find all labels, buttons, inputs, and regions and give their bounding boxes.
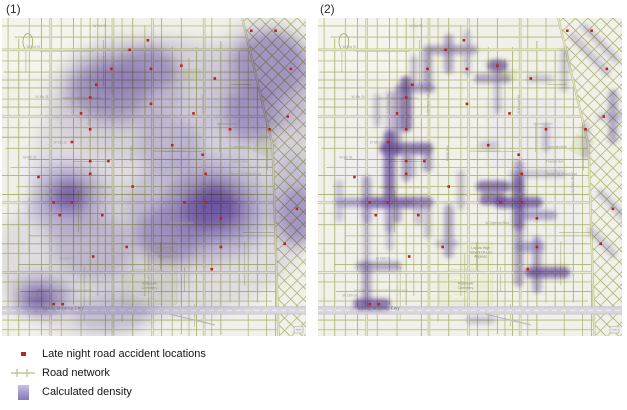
map-text-labels: W 3rd St W 2nd St W 4th St W 6th St W 8th St… bbox=[339, 24, 577, 311]
watermark-logo bbox=[609, 326, 620, 334]
legend-item-density: Calculated density bbox=[8, 383, 132, 401]
svg-text:Leeward Ave: Leeward Ave bbox=[232, 145, 252, 149]
svg-text:Leeward Ave: Leeward Ave bbox=[548, 145, 568, 149]
svg-text:S Hoover St: S Hoover St bbox=[201, 95, 205, 113]
svg-text:Menlo Ave: Menlo Ave bbox=[446, 145, 450, 161]
svg-text:James M Wood Blvd: James M Wood Blvd bbox=[546, 172, 577, 176]
svg-text:W 3rd St: W 3rd St bbox=[93, 24, 106, 28]
svg-text:W 4th St: W 4th St bbox=[35, 95, 48, 99]
svg-text:S Vermont Ave: S Vermont Ave bbox=[110, 94, 114, 116]
svg-text:W 6th St: W 6th St bbox=[370, 140, 383, 144]
svg-text:S Catalina St: S Catalina St bbox=[70, 94, 74, 114]
svg-text:Menlo Ave: Menlo Ave bbox=[130, 145, 134, 161]
svg-text:W 4th St: W 4th St bbox=[351, 95, 364, 99]
svg-text:S Union Ave: S Union Ave bbox=[254, 174, 258, 193]
svg-text:S Westmoreland Ave: S Westmoreland Ave bbox=[403, 98, 407, 130]
svg-text:W 12th St: W 12th St bbox=[342, 294, 357, 298]
svg-text:Loyola High: Loyola High bbox=[155, 246, 174, 250]
svg-text:Rosedale: Rosedale bbox=[142, 281, 157, 285]
svg-text:W 11th St: W 11th St bbox=[60, 256, 75, 260]
svg-text:W 3rd St: W 3rd St bbox=[409, 24, 422, 28]
watermark-logo bbox=[293, 326, 304, 334]
svg-text:W 11th St: W 11th St bbox=[376, 256, 391, 260]
svg-text:W 6th St: W 6th St bbox=[54, 140, 67, 144]
density-layer-planar bbox=[2, 18, 306, 336]
legend-item-accidents: Late night road accident locations bbox=[8, 346, 206, 362]
svg-text:School Of Los: School Of Los bbox=[153, 250, 176, 254]
svg-text:Angeles: Angeles bbox=[158, 255, 171, 259]
accident-points-layer bbox=[37, 29, 299, 306]
svg-text:School Of Los: School Of Los bbox=[469, 250, 492, 254]
svg-text:W Olympic Blvd: W Olympic Blvd bbox=[485, 221, 509, 225]
map-panel-network-density: W 3rd St W 2nd St W 4th St W 6th St W 8th St… bbox=[318, 18, 622, 336]
svg-text:W Olympic Blvd: W Olympic Blvd bbox=[169, 221, 193, 225]
map-panel-planar-density: W 3rd St W 2nd St W 4th St W 6th St W 8th St… bbox=[2, 18, 306, 336]
svg-text:W 8th St: W 8th St bbox=[339, 156, 352, 160]
svg-text:Francis Ave: Francis Ave bbox=[546, 159, 564, 163]
accident-point-icon bbox=[8, 352, 38, 356]
svg-text:Cemetery: Cemetery bbox=[458, 286, 474, 290]
legend-label-accidents: Late night road accident locations bbox=[42, 348, 206, 360]
panel-1-label: (1) bbox=[6, 2, 21, 16]
road-network-icon bbox=[8, 367, 38, 379]
map-text-labels: W 3rd St W 2nd St W 4th St W 6th St W 8th St… bbox=[23, 24, 261, 311]
svg-text:Santa Monica Fwy: Santa Monica Fwy bbox=[358, 306, 401, 311]
svg-text:Francis Ave: Francis Ave bbox=[230, 159, 248, 163]
svg-text:W 2nd St: W 2nd St bbox=[342, 45, 356, 49]
svg-text:W 2nd St: W 2nd St bbox=[26, 45, 40, 49]
svg-text:James M Wood Blvd: James M Wood Blvd bbox=[230, 172, 261, 176]
svg-text:Cemetery: Cemetery bbox=[142, 286, 158, 290]
svg-text:Rosedale: Rosedale bbox=[458, 281, 473, 285]
svg-text:Loyola High: Loyola High bbox=[471, 246, 490, 250]
density-swatch-icon bbox=[8, 384, 38, 400]
svg-text:S Catalina St: S Catalina St bbox=[386, 94, 390, 114]
svg-text:S Westmoreland Ave: S Westmoreland Ave bbox=[87, 98, 91, 130]
svg-text:W 8th St: W 8th St bbox=[23, 156, 36, 160]
legend-label-road-network: Road network bbox=[42, 367, 110, 379]
svg-text:S Union Ave: S Union Ave bbox=[570, 174, 574, 193]
svg-text:Santa Monica Fwy: Santa Monica Fwy bbox=[42, 306, 85, 311]
svg-text:S Hoover St: S Hoover St bbox=[517, 95, 521, 113]
panel-2-label: (2) bbox=[320, 2, 335, 16]
svg-text:S Vermont Ave: S Vermont Ave bbox=[426, 94, 430, 116]
svg-text:Angeles: Angeles bbox=[474, 255, 487, 259]
legend-item-road-network: Road network bbox=[8, 365, 110, 381]
svg-text:W 12th St: W 12th St bbox=[26, 294, 41, 298]
legend-label-density: Calculated density bbox=[42, 386, 132, 398]
accident-points-layer bbox=[353, 29, 615, 306]
